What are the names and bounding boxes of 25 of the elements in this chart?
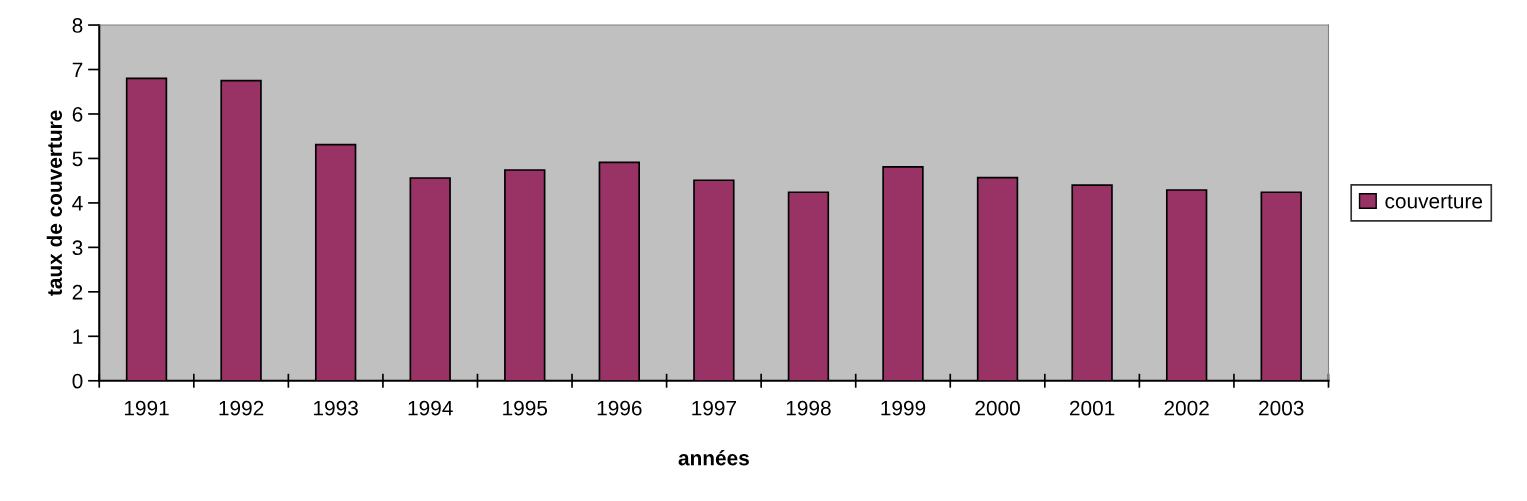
y-tick-label: 6 [72,106,83,122]
x-tick-label: 1992 [219,400,264,416]
y-axis-title: taux de couverture [46,110,63,296]
x-tick-label: 1993 [314,400,358,416]
x-tick-label: 1994 [408,400,453,416]
x-tick-label: 1996 [597,400,642,416]
x-tick-label: 1995 [503,400,548,416]
x-tick-label: 1991 [124,400,169,416]
y-tick-label: 0 [72,373,83,389]
y-tick-label: 4 [72,196,83,211]
x-tick-label: 2003 [1259,400,1304,416]
x-tick-label: 1998 [786,400,831,416]
y-tick-label: 5 [72,151,83,167]
x-tick-label: 1999 [881,400,926,416]
y-tick-label: 7 [72,62,83,78]
y-tick-label: 8 [72,18,83,33]
legend-label: couverture [1385,194,1483,209]
x-axis-title: années [678,450,749,466]
x-tick-label: 1997 [692,400,736,416]
x-tick-label: 2000 [975,400,1020,416]
y-tick-label: 2 [72,284,83,300]
x-tick-label: 2002 [1164,400,1209,416]
y-tick-label: 3 [72,240,83,256]
x-tick-label: 2001 [1069,400,1115,416]
y-tick-label: 1 [73,329,83,344]
